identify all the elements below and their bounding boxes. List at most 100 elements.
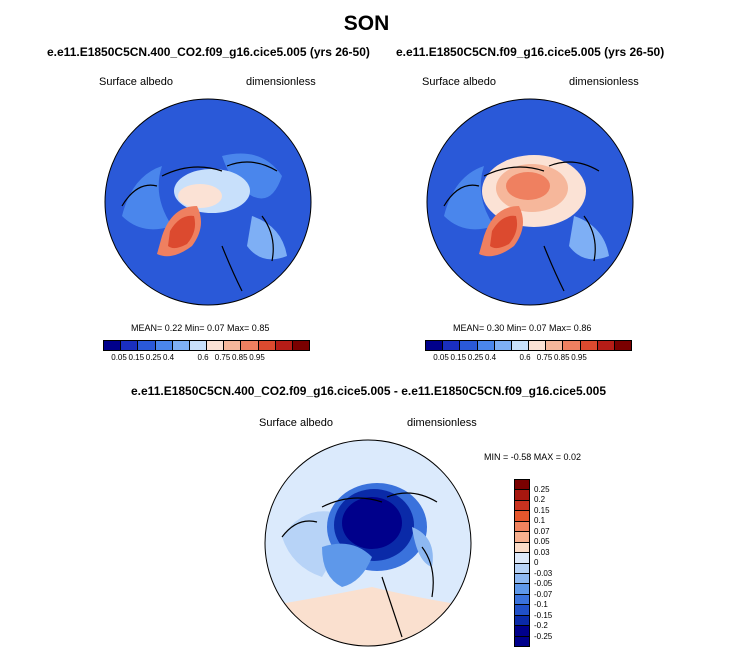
panel2-colorbar — [425, 340, 632, 351]
colorbar-tick-label: 0.95 — [249, 353, 265, 362]
panel1-title: e.e11.E1850C5CN.400_CO2.f09_g16.cice5.00… — [47, 45, 370, 59]
figure-title: SON — [343, 12, 390, 35]
panel3-map-border — [264, 439, 472, 647]
colorbar-segment — [515, 573, 529, 585]
colorbar-tick-label: -0.05 — [534, 579, 553, 588]
panel3-colorbar — [514, 479, 530, 647]
colorbar-segment — [515, 594, 529, 606]
colorbar-segment — [426, 341, 444, 350]
colorbar-tick-label: 0.85 — [232, 353, 248, 362]
panel3-greenland-field — [322, 543, 372, 587]
colorbar-segment — [515, 480, 529, 491]
colorbar-segment — [121, 341, 139, 350]
colorbar-segment — [529, 341, 547, 350]
colorbar-segment — [515, 615, 529, 627]
panel2-greenland-core — [490, 215, 518, 249]
colorbar-segment — [515, 626, 529, 637]
panel1-colorbar-ticks: 0.05 0.15 0.25 0.4 0.6 0.75 0.85 0.95 — [103, 353, 310, 363]
colorbar-segment — [138, 341, 156, 350]
colorbar-tick-label: 0.25 — [534, 484, 550, 494]
colorbar-tick-label: 0.1 — [534, 516, 546, 525]
panel2-title: e.e11.E1850C5CN.f09_g16.cice5.005 (yrs 2… — [396, 45, 665, 59]
panel2-stats: MEAN= 0.30 Min= 0.07 Max= 0.86 — [453, 323, 592, 333]
colorbar-tick-label: 0.4 — [485, 353, 497, 362]
colorbar-segment — [515, 542, 529, 554]
colorbar-tick-label: 0.15 — [534, 505, 550, 515]
colorbar-segment — [515, 636, 529, 646]
colorbar-segment — [241, 341, 259, 350]
colorbar-segment — [515, 490, 529, 501]
panel3-canada-field — [282, 511, 336, 577]
panel2-coastlines — [443, 161, 600, 292]
colorbar-tick-label: 0.25 — [467, 353, 484, 362]
colorbar-segment — [515, 500, 529, 512]
colorbar-segment — [189, 341, 208, 350]
colorbar-tick-label: 0.15 — [128, 353, 145, 362]
colorbar-segment — [511, 341, 530, 350]
colorbar-segment — [515, 532, 529, 543]
colorbar-segment — [515, 563, 529, 574]
colorbar-segment — [515, 553, 529, 564]
colorbar-tick-label: 0.2 — [534, 495, 546, 504]
colorbar-segment — [460, 341, 478, 350]
colorbar-tick-label: 0.75 — [536, 353, 553, 362]
colorbar-tick-label: 0.6 — [197, 353, 209, 362]
colorbar-segment — [515, 511, 529, 522]
colorbar-tick-label: -0.07 — [534, 589, 553, 599]
colorbar-tick-label: -0.03 — [534, 568, 553, 578]
panel2-units-label: dimensionless — [569, 76, 639, 88]
colorbar-segment — [515, 605, 529, 616]
colorbar-segment — [443, 341, 461, 350]
panel3-title: e.e11.E1850C5CN.400_CO2.f09_g16.cice5.00… — [131, 384, 607, 398]
colorbar-tick-label: 0 — [534, 558, 539, 567]
colorbar-tick-label: 0.4 — [163, 353, 175, 362]
panel1-coastlines — [121, 161, 278, 292]
panel2-map-border — [426, 98, 634, 306]
colorbar-segment — [292, 341, 310, 350]
panel2-arctic-ice-core — [506, 172, 550, 200]
panel1-map-border — [104, 98, 312, 306]
panel3-polar-map — [264, 439, 472, 647]
panel2-europe-field — [569, 216, 609, 260]
colorbar-tick-label: 0.85 — [554, 353, 570, 362]
colorbar-segment — [477, 341, 495, 350]
panel1-arctic-ice-core — [178, 184, 222, 208]
colorbar-tick-label: 0.05 — [111, 353, 127, 362]
colorbar-segment — [224, 341, 242, 350]
panel2-colorbar-ticks: 0.05 0.15 0.25 0.4 0.6 0.75 0.85 0.95 — [425, 353, 632, 363]
panel1-variable-label: Surface albedo — [99, 76, 173, 88]
colorbar-segment — [207, 341, 225, 350]
colorbar-tick-label: 0.15 — [450, 353, 467, 362]
colorbar-tick-label: 0.25 — [145, 353, 162, 362]
panel1-canada-field — [122, 166, 172, 230]
colorbar-segment — [597, 341, 615, 350]
panel3-arctic-decrease-core — [342, 497, 402, 549]
colorbar-tick-label: -0.15 — [534, 610, 553, 620]
panel3-stats: MIN = -0.58 MAX = 0.02 — [484, 452, 582, 462]
colorbar-tick-label: 0.75 — [214, 353, 231, 362]
panel1-units-label: dimensionless — [246, 76, 316, 88]
colorbar-tick-label: -0.25 — [534, 631, 553, 641]
panel2-variable-label: Surface albedo — [422, 76, 496, 88]
panel1-siberia-field — [222, 153, 282, 199]
colorbar-tick-label: 0.05 — [534, 537, 550, 546]
colorbar-tick-label: 0.03 — [534, 547, 550, 557]
panel3-coastlines — [281, 492, 438, 638]
panel1-stats: MEAN= 0.22 Min= 0.07 Max= 0.85 — [131, 323, 270, 333]
panel1-colorbar — [103, 340, 310, 351]
panel1-polar-map — [104, 98, 312, 306]
panel2-polar-map — [426, 98, 634, 306]
colorbar-segment — [546, 341, 564, 350]
colorbar-segment — [515, 521, 529, 533]
panel2-canada-field — [444, 166, 494, 230]
colorbar-segment — [580, 341, 598, 350]
colorbar-segment — [258, 341, 276, 350]
panel3-colorbar-ticks: 0.25 0.2 0.15 0.1 0.07 0.05 0.03 0 -0.03 -0.05 -0.… — [534, 479, 574, 645]
panel1-europe-field — [247, 216, 287, 260]
colorbar-segment — [275, 341, 293, 350]
colorbar-tick-label: 0.95 — [571, 353, 587, 362]
colorbar-segment — [563, 341, 581, 350]
colorbar-tick-label: 0.07 — [534, 526, 550, 536]
colorbar-tick-label: 0.6 — [519, 353, 531, 362]
colorbar-tick-label: 0.05 — [433, 353, 449, 362]
